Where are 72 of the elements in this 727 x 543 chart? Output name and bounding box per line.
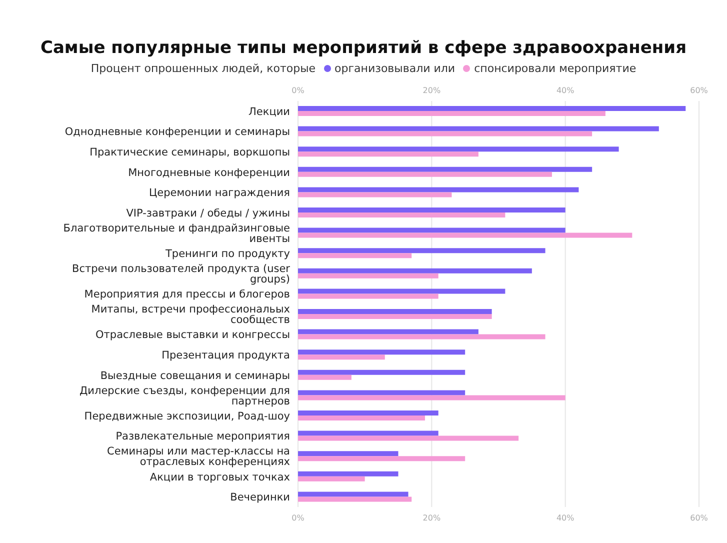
bar [298,172,552,177]
bar [298,268,532,274]
bar [298,288,506,294]
bar [298,131,592,136]
y-tick-label: Выездные совещания и семинары [100,370,290,382]
x-tick-label: 40% [556,514,575,523]
bar [298,451,398,456]
bar [298,166,592,172]
y-tick-label: Акции в торговых точках [150,471,290,484]
bar [298,430,438,436]
y-tick-label: Вечеринки [230,492,290,504]
y-tick-label: Благотворительные и фандрайзинговые ивенты [63,222,290,245]
y-tick-label: Развлекательные мероприятия [116,430,290,443]
y-tick-label: Церемонии награждения [148,187,290,200]
y-tick-label: Дилерские съезды, конференции для партнеров [79,384,290,408]
bar [298,370,466,375]
chart-title: Самые популярные типы мероприятий в сфере здравоохранения [39,37,688,58]
bar [298,212,506,218]
bar [298,350,466,355]
bar [298,410,438,416]
bar [298,334,546,340]
bar [298,126,659,132]
bar [298,374,352,380]
y-tick-label: Многодневные конференции [128,166,290,179]
bar [298,152,478,157]
bar [298,106,686,111]
legend-label: организовывали или [334,62,456,75]
bar [298,192,452,198]
bar [298,232,632,238]
bar [298,228,566,233]
y-tick-label: VIP-завтраки / обеды / ужины [126,207,290,220]
x2-tick-label: 40% [556,86,575,95]
bar [298,329,478,334]
y-tick-label: Отраслевые выставки и конгрессы [96,329,290,342]
y-tick-label: Передвижные экспозиции, Роад-шоу [84,410,290,422]
x2-tick-label: 0% [292,86,305,95]
bar [298,492,408,497]
y-tick-label: Мероприятия для прессы и блогеров [84,288,290,301]
y-tick-label: Презентация продукта [162,349,290,362]
y-tick-label: Митапы, встречи профессиональых сообществ [91,304,290,326]
x2-tick-label: 20% [422,86,441,95]
bar [298,471,398,476]
y-tick-label: Практические семинары, воркшопы [90,146,290,158]
bar [298,416,425,420]
bar [298,395,566,400]
x-tick-label: 60% [690,514,708,523]
bar [298,314,492,319]
y-tick-label: Встречи пользователей продукта (user groups) [72,263,291,286]
bar [298,253,412,258]
x-tick-label: 20% [422,514,441,523]
x-tick-label: 0% [292,514,305,523]
bar [298,476,365,482]
bar [298,496,412,502]
y-tick-label: Тренинги по продукту [164,248,290,260]
bar [298,208,566,212]
bar [298,309,492,314]
y-tick-label: Лекции [248,106,290,118]
bar [298,111,606,116]
bar [298,456,466,462]
bar [298,146,619,152]
x2-tick-label: 60% [690,86,708,95]
bar [298,187,579,192]
bar [298,273,438,278]
bar [298,354,385,360]
y-tick-label: Однодневные конференции и семинары [64,126,290,138]
bar [298,294,438,299]
legend-label: спонсировали мероприятие [474,62,636,75]
bar [298,248,546,254]
bar [298,390,466,396]
y-tick-label: Семинары или мастер-классы на отраслевых конференциях [107,446,290,468]
bar [298,436,519,441]
legend-title: Процент опрошенных людей, которые [90,62,316,75]
